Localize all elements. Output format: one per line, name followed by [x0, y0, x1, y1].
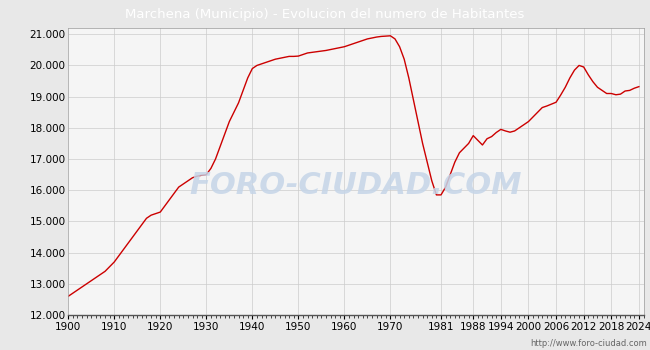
Text: Marchena (Municipio) - Evolucion del numero de Habitantes: Marchena (Municipio) - Evolucion del num… — [125, 8, 525, 21]
Text: http://www.foro-ciudad.com: http://www.foro-ciudad.com — [530, 339, 647, 348]
Text: FORO-CIUDAD.COM: FORO-CIUDAD.COM — [190, 172, 522, 200]
